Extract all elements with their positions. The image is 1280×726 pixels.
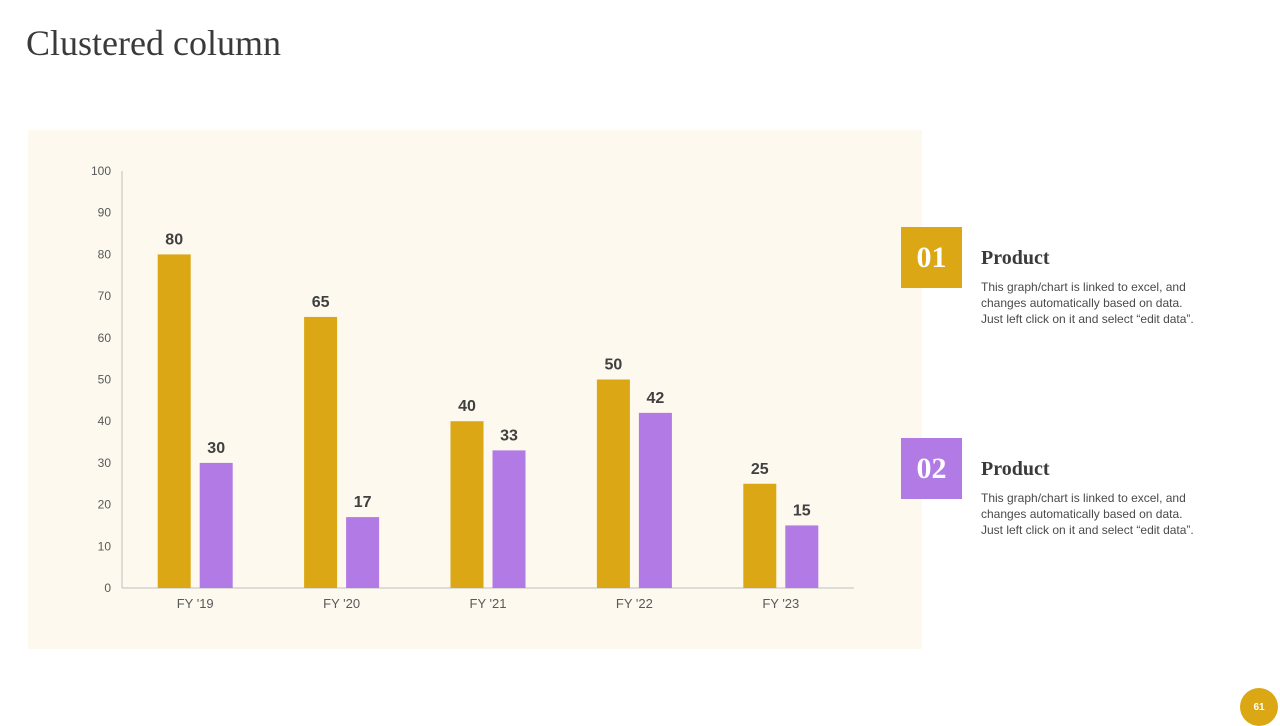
data-label: 17 (354, 494, 372, 511)
legend-desc-line: changes automatically based on data. (981, 296, 1183, 310)
data-label: 42 (647, 390, 665, 407)
data-label: 50 (605, 357, 623, 374)
y-tick-label: 70 (98, 289, 112, 303)
y-tick-label: 60 (98, 331, 112, 345)
data-label: 65 (312, 294, 330, 311)
legend-desc-line: Just left click on it and select “edit d… (981, 312, 1194, 326)
x-tick-label: FY '23 (762, 596, 799, 611)
y-tick-label: 80 (98, 247, 112, 261)
bar-series1 (450, 421, 484, 588)
slide-title: Clustered column (26, 23, 281, 63)
y-tick-label: 50 (98, 373, 112, 387)
data-label: 33 (500, 427, 518, 444)
legend-number-02: 02 (901, 438, 962, 499)
y-tick-label: 30 (98, 456, 112, 470)
legend-desc-line: This graph/chart is linked to excel, and (981, 280, 1186, 294)
x-tick-label: FY '20 (323, 596, 360, 611)
bar-series2 (638, 412, 672, 588)
bar-series2 (199, 462, 233, 588)
legend-desc-line: This graph/chart is linked to excel, and (981, 491, 1186, 505)
bar-series1 (304, 316, 338, 588)
legend-card-product-01: 01 Product This graph/chart is linked to… (901, 227, 1241, 337)
legend-number-01: 01 (901, 227, 962, 288)
x-tick-label: FY '22 (616, 596, 653, 611)
y-tick-label: 90 (98, 206, 112, 220)
bar-series1 (157, 254, 191, 588)
x-tick-label: FY '21 (470, 596, 507, 611)
y-tick-label: 20 (98, 498, 112, 512)
page-number-badge: 61 (1240, 688, 1278, 726)
bar-series2 (346, 517, 380, 588)
bar-series2 (785, 525, 819, 588)
chart-panel: 0 10 20 30 40 50 60 70 80 90 100 FY '19 80 30 FY '20 65… (28, 130, 922, 649)
bar-series1 (743, 483, 777, 588)
legend-desc-line: Just left click on it and select “edit d… (981, 523, 1194, 537)
y-tick-label: 0 (104, 581, 111, 595)
x-tick-label: FY '19 (177, 596, 214, 611)
bar-series2 (492, 450, 526, 588)
data-label: 25 (751, 461, 769, 478)
y-tick-label: 40 (98, 414, 112, 428)
legend-card-product-02: 02 Product This graph/chart is linked to… (901, 438, 1241, 548)
data-label: 30 (207, 440, 225, 457)
clustered-column-chart: 0 10 20 30 40 50 60 70 80 90 100 FY '19 80 30 FY '20 65… (91, 164, 854, 611)
data-label: 40 (458, 398, 476, 415)
bar-series1 (596, 379, 630, 588)
data-label: 15 (793, 502, 811, 519)
legend-desc-01: This graph/chart is linked to excel, and… (981, 279, 1231, 327)
legend-desc-line: changes automatically based on data. (981, 507, 1183, 521)
y-tick-label: 100 (91, 164, 111, 178)
legend-title-01: Product (981, 247, 1050, 269)
legend-title-02: Product (981, 458, 1050, 480)
y-tick-label: 10 (98, 539, 112, 553)
legend-desc-02: This graph/chart is linked to excel, and… (981, 490, 1231, 538)
data-label: 80 (165, 231, 183, 248)
